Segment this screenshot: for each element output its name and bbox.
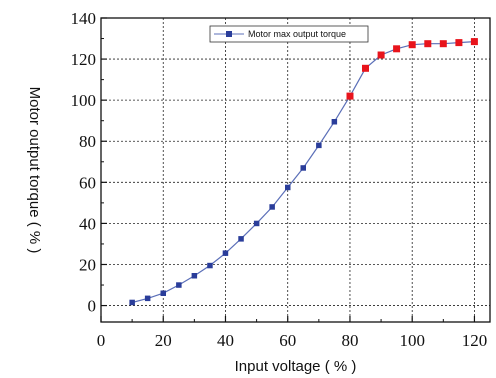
data-point [238,236,244,242]
grid [101,18,490,322]
data-point [269,204,275,210]
data-point [331,119,338,125]
y-tick-label: 20 [79,255,96,274]
data-point [346,92,354,100]
x-tick-label: 60 [279,331,296,350]
data-point [316,142,322,149]
data-point [222,250,229,256]
x-tick-label: 80 [341,331,358,350]
legend: Motor max output torque [209,25,369,43]
series-lines [131,41,475,304]
data-point [377,51,385,59]
data-point [300,165,306,171]
y-tick-label: 80 [79,132,96,151]
data-point [144,295,151,302]
data-point [362,64,369,72]
y-tick-label: 100 [71,91,97,110]
data-point [393,45,401,53]
data-point [191,273,198,279]
data-point [285,184,291,191]
data-point [470,38,478,46]
x-tick-label: 0 [97,331,106,350]
y-tick-label: 140 [71,9,97,28]
data-point [129,299,135,306]
legend-marker [226,31,232,37]
x-tick-label: 100 [399,331,425,350]
data-point [408,41,416,49]
legend-box [209,25,369,43]
series-line [131,41,475,304]
x-tick-label: 20 [155,331,172,350]
data-point [253,220,260,227]
x-tick-label: 120 [462,331,488,350]
y-axis-title: Motor output torque ( % ) [26,87,43,254]
data-point [160,290,166,296]
x-axis-title: Input voltage ( % ) [235,358,357,375]
y-tick-label: 40 [79,214,96,233]
data-point [424,40,432,48]
plot-frame [100,17,491,323]
data-point [207,262,213,269]
series-markers [129,38,478,306]
legend-label: Motor max output torque [248,29,346,39]
tick-labels: 0 20 40 60 80 100 120 0 20 40 60 80 100 120 140 [71,9,488,350]
data-point [176,282,182,288]
y-tick-label: 0 [88,297,97,316]
y-tick-label: 120 [71,50,97,69]
data-point [439,40,447,48]
y-tick-label: 60 [79,173,96,192]
x-tick-label: 40 [217,331,234,350]
data-point [455,39,463,47]
